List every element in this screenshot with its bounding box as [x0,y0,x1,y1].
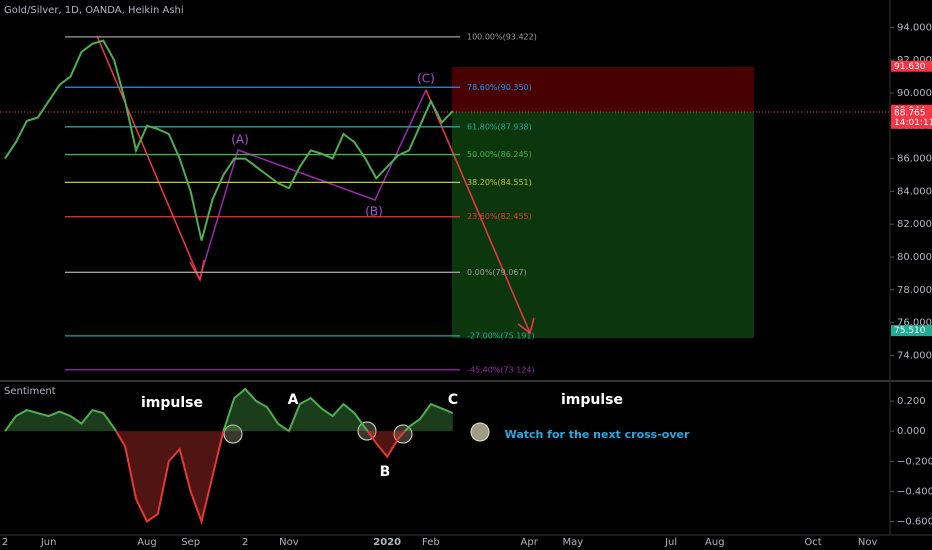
wave-label: (C) [417,72,435,86]
fib-label: 61.80%(87.938) [467,122,532,131]
x-tick-label: 2 [242,537,248,548]
sentiment-line [4,387,454,432]
arrow [96,35,201,281]
fib-label: 23.60%(82.455) [467,212,532,221]
price-line [4,39,454,241]
x-tick-label: Aug [705,537,725,548]
price-tag [891,325,932,337]
wave-line [199,89,427,279]
x-tick-label: 2 [2,537,8,548]
sentiment-area [116,431,405,522]
fib-label: 38.20%(84.551) [467,178,532,187]
chart-title: Gold/Silver, 1D, OANDA, Heikin Ashi [4,5,184,16]
pane-title: Sentiment [4,386,56,397]
fib-label: 0.00%(79.067) [467,268,527,277]
fib-label: 78.60%(90.350) [467,83,532,92]
fib-label: -45.40%(73.124) [467,365,535,374]
sentiment-line [5,431,407,525]
x-tick-label: Nov [279,537,299,548]
y-tick-label: 0.000 [897,426,926,437]
price-tag [891,107,932,119]
fib-label: 100.00%(93.422) [467,32,537,41]
y-tick-label: 76.000 [897,318,932,329]
x-tick-label: Apr [521,537,539,548]
annotation: C [448,392,458,408]
stop-zone [452,67,754,112]
price-tag-label: 88.765 [894,109,926,119]
x-tick-label: Nov [858,537,878,548]
y-tick-label: 92.000 [897,55,932,66]
drawings [96,35,535,444]
x-tick-label: 2020 [373,537,401,548]
y-tick-label: 0.200 [897,396,926,407]
y-tick-label: 82.000 [897,219,932,230]
x-tick-label: Jul [664,537,677,548]
arrow [425,89,531,334]
y-tick-label: 90.000 [897,88,932,99]
annotation: Watch for the next cross-over [505,428,690,441]
countdown: 14:01:11 [894,118,932,128]
cross-marker [223,424,243,444]
sentiment-area [5,389,453,432]
target-zone [452,112,754,338]
x-tick-label: Jun [40,537,57,548]
price-tag-label: 91.630 [894,62,926,72]
x-tick-label: Oct [804,537,821,548]
arrow-head [517,317,535,335]
y-tick-label: 80.000 [897,252,932,263]
y-tick-label: 94.000 [897,22,932,33]
annotation: B [380,464,391,480]
cross-marker [470,422,490,442]
y-tick-label: 78.000 [897,285,932,296]
y-tick-label: 86.000 [897,154,932,165]
fib-label: -27.00%(75.191) [467,331,535,340]
fib-label: 50.00%(86.245) [467,150,532,159]
y-tick-label: 74.000 [897,350,932,361]
annotation: impulse [141,395,203,411]
x-tick-label: Aug [137,537,157,548]
y-tick-label: −0.600 [897,516,932,527]
y-tick-label: 84.000 [897,186,932,197]
wave-label: (B) [365,205,383,219]
annotation: A [288,392,299,408]
price-tag-label: 75.510 [894,326,926,336]
y-tick-label: −0.400 [897,486,932,497]
y-tick-label: −0.200 [897,456,932,467]
price-tag [891,60,932,72]
x-tick-label: Sep [181,537,200,548]
annotation: impulse [561,392,623,408]
x-tick-label: Feb [422,537,440,548]
x-tick-label: May [562,537,583,548]
arrow-head [189,259,205,283]
wave-label: (A) [231,133,249,147]
